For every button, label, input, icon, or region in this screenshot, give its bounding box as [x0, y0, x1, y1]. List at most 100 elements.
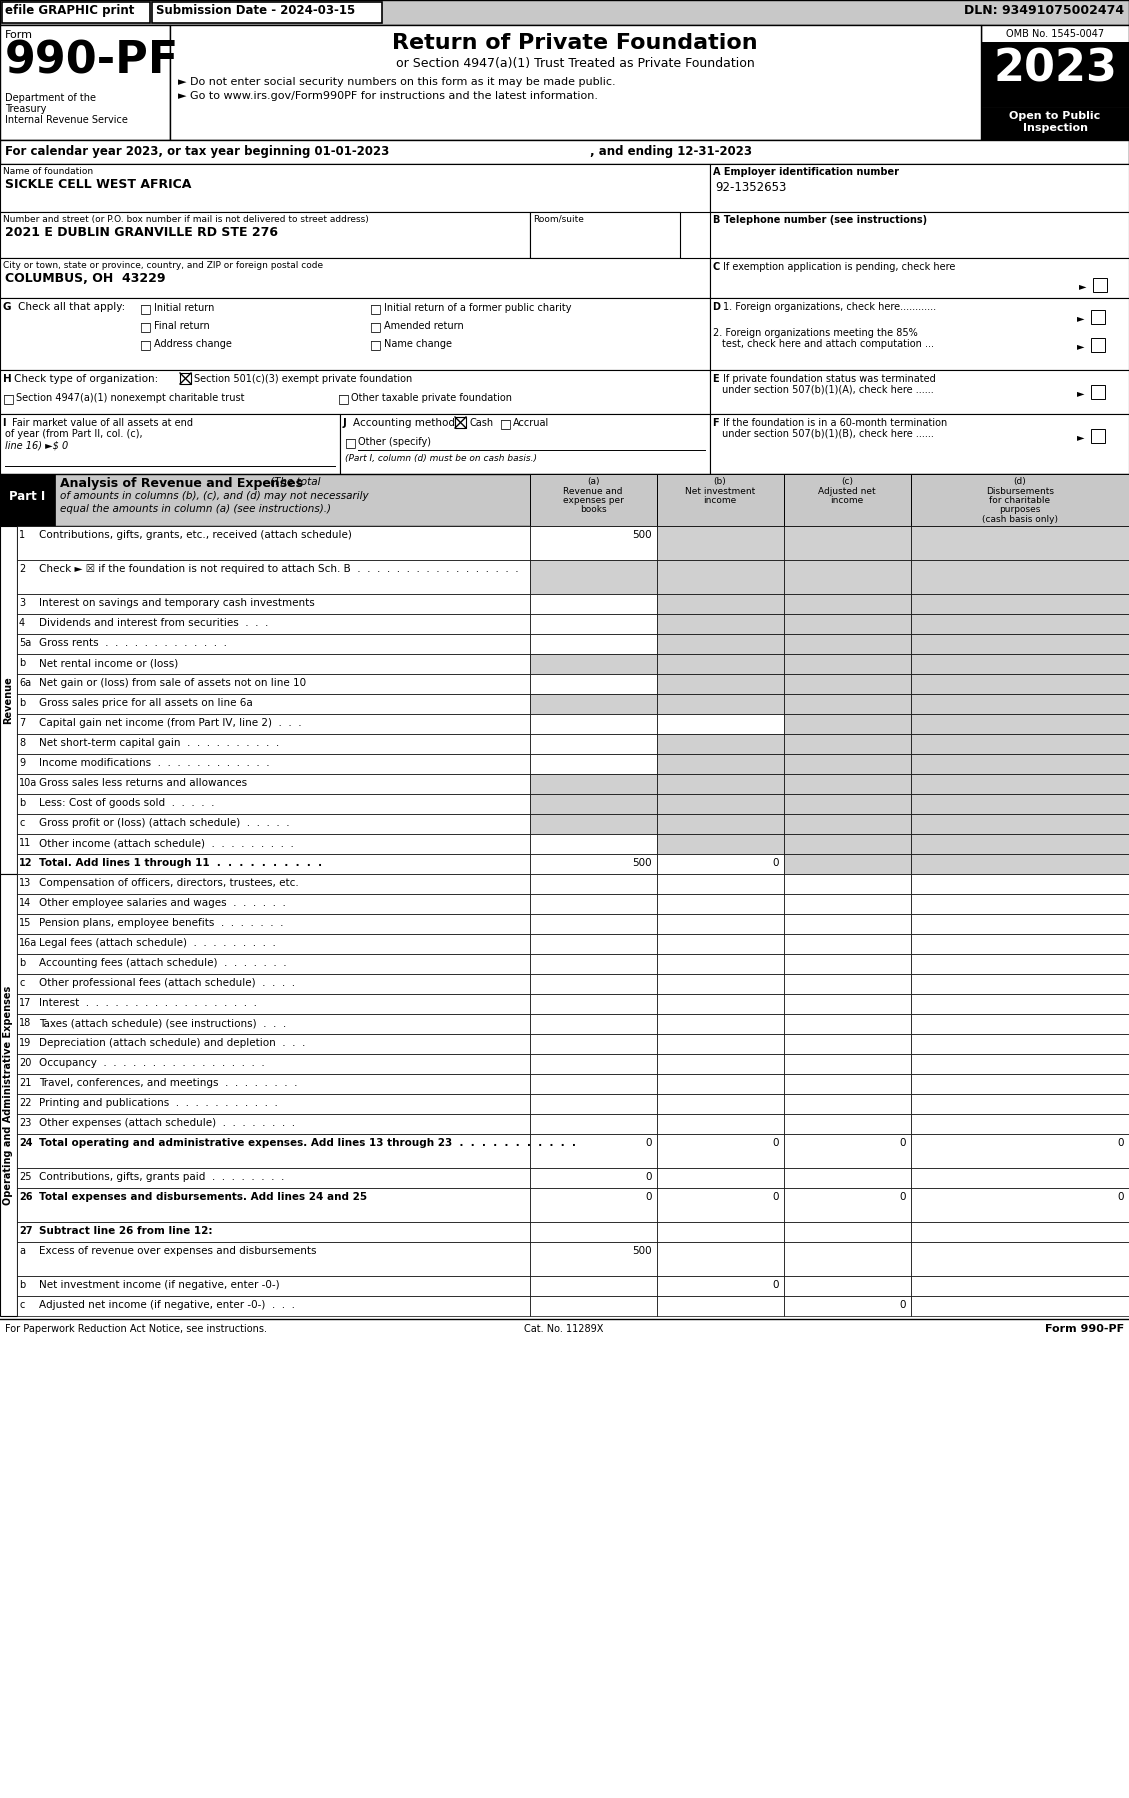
- Bar: [911, 1277, 1129, 1296]
- Text: Occupancy  .  .  .  .  .  .  .  .  .  .  .  .  .  .  .  .  .: Occupancy . . . . . . . . . . . . . . . …: [40, 1057, 264, 1068]
- Bar: [784, 694, 911, 714]
- Text: Internal Revenue Service: Internal Revenue Service: [5, 115, 128, 126]
- Bar: [657, 1115, 784, 1135]
- Bar: [17, 1073, 530, 1093]
- Bar: [911, 753, 1129, 773]
- Text: □: □: [370, 302, 382, 315]
- Bar: [530, 1188, 657, 1223]
- Bar: [340, 414, 710, 475]
- Bar: [911, 593, 1129, 613]
- Bar: [784, 1093, 911, 1115]
- Text: 9: 9: [19, 759, 25, 768]
- Text: If the foundation is in a 60-month termination: If the foundation is in a 60-month termi…: [723, 417, 947, 428]
- Bar: [530, 1034, 657, 1054]
- Bar: [17, 1169, 530, 1188]
- Bar: [784, 654, 911, 674]
- Text: 0: 0: [772, 858, 779, 868]
- Bar: [784, 753, 911, 773]
- Bar: [657, 674, 784, 694]
- Bar: [530, 1073, 657, 1093]
- Text: (b): (b): [714, 476, 726, 485]
- Text: Gross sales less returns and allowances: Gross sales less returns and allowances: [40, 779, 247, 788]
- Bar: [657, 913, 784, 933]
- Bar: [657, 975, 784, 994]
- Text: c: c: [19, 818, 25, 829]
- Text: Gross sales price for all assets on line 6a: Gross sales price for all assets on line…: [40, 698, 253, 708]
- Text: Submission Date - 2024-03-15: Submission Date - 2024-03-15: [156, 4, 356, 16]
- Text: Taxes (attach schedule) (see instructions)  .  .  .: Taxes (attach schedule) (see instruction…: [40, 1018, 287, 1028]
- Bar: [17, 694, 530, 714]
- Text: 16a: 16a: [19, 939, 37, 948]
- Bar: [17, 1135, 530, 1169]
- Text: Legal fees (attach schedule)  .  .  .  .  .  .  .  .  .: Legal fees (attach schedule) . . . . . .…: [40, 939, 275, 948]
- Text: 17: 17: [19, 998, 32, 1009]
- Bar: [657, 1223, 784, 1242]
- Bar: [0, 257, 710, 298]
- Bar: [17, 1242, 530, 1277]
- Bar: [455, 417, 466, 428]
- Bar: [911, 894, 1129, 913]
- Text: Net short-term capital gain  .  .  .  .  .  .  .  .  .  .: Net short-term capital gain . . . . . . …: [40, 737, 279, 748]
- Bar: [0, 874, 17, 1316]
- Bar: [17, 1115, 530, 1135]
- Bar: [911, 714, 1129, 734]
- Bar: [530, 1135, 657, 1169]
- Bar: [784, 593, 911, 613]
- Bar: [657, 1093, 784, 1115]
- Text: Other expenses (attach schedule)  .  .  .  .  .  .  .  .: Other expenses (attach schedule) . . . .…: [40, 1118, 295, 1127]
- Bar: [17, 635, 530, 654]
- Text: 500: 500: [632, 858, 653, 868]
- Bar: [784, 894, 911, 913]
- Bar: [784, 1014, 911, 1034]
- Text: Net gain or (loss) from sale of assets not on line 10: Net gain or (loss) from sale of assets n…: [40, 678, 306, 689]
- Bar: [784, 1242, 911, 1277]
- Text: Income modifications  .  .  .  .  .  .  .  .  .  .  .  .: Income modifications . . . . . . . . . .…: [40, 759, 270, 768]
- Bar: [657, 1296, 784, 1316]
- Text: Check ► ☒ if the foundation is not required to attach Sch. B  .  .  .  .  .  .  : Check ► ☒ if the foundation is not requi…: [40, 565, 518, 574]
- Bar: [530, 593, 657, 613]
- Text: 500: 500: [632, 1246, 653, 1257]
- Bar: [911, 1135, 1129, 1169]
- Bar: [911, 874, 1129, 894]
- Bar: [530, 773, 657, 795]
- Text: □: □: [3, 392, 15, 405]
- Text: □: □: [140, 338, 151, 351]
- Bar: [784, 1034, 911, 1054]
- Text: 25: 25: [19, 1172, 32, 1181]
- Text: Subtract line 26 from line 12:: Subtract line 26 from line 12:: [40, 1226, 212, 1235]
- Bar: [911, 1296, 1129, 1316]
- Bar: [17, 593, 530, 613]
- Bar: [911, 1014, 1129, 1034]
- Text: Other taxable private foundation: Other taxable private foundation: [351, 394, 511, 403]
- Bar: [911, 475, 1129, 527]
- Text: □: □: [370, 338, 382, 351]
- Text: Initial return: Initial return: [154, 304, 215, 313]
- Bar: [657, 854, 784, 874]
- Text: A Employer identification number: A Employer identification number: [714, 167, 899, 176]
- Text: b: b: [19, 658, 25, 669]
- Text: Initial return of a former public charity: Initial return of a former public charit…: [384, 304, 571, 313]
- Bar: [784, 1223, 911, 1242]
- Bar: [657, 654, 784, 674]
- Text: efile GRAPHIC print: efile GRAPHIC print: [5, 4, 134, 16]
- Text: (cash basis only): (cash basis only): [982, 514, 1058, 523]
- Bar: [784, 1115, 911, 1135]
- Text: SICKLE CELL WEST AFRICA: SICKLE CELL WEST AFRICA: [5, 178, 192, 191]
- Text: Net investment: Net investment: [685, 487, 755, 496]
- Text: Check type of organization:: Check type of organization:: [14, 374, 158, 385]
- Bar: [2, 2, 150, 23]
- Bar: [911, 1034, 1129, 1054]
- Bar: [0, 140, 1129, 164]
- Bar: [530, 1054, 657, 1073]
- Bar: [911, 834, 1129, 854]
- Text: c: c: [19, 1300, 25, 1311]
- Bar: [17, 527, 530, 559]
- Bar: [911, 635, 1129, 654]
- Bar: [657, 475, 784, 527]
- Text: Check all that apply:: Check all that apply:: [18, 302, 125, 313]
- Text: 10a: 10a: [19, 779, 37, 788]
- Bar: [657, 933, 784, 955]
- Text: Open to Public
Inspection: Open to Public Inspection: [1009, 111, 1101, 133]
- Text: (d): (d): [1014, 476, 1026, 485]
- Bar: [530, 654, 657, 674]
